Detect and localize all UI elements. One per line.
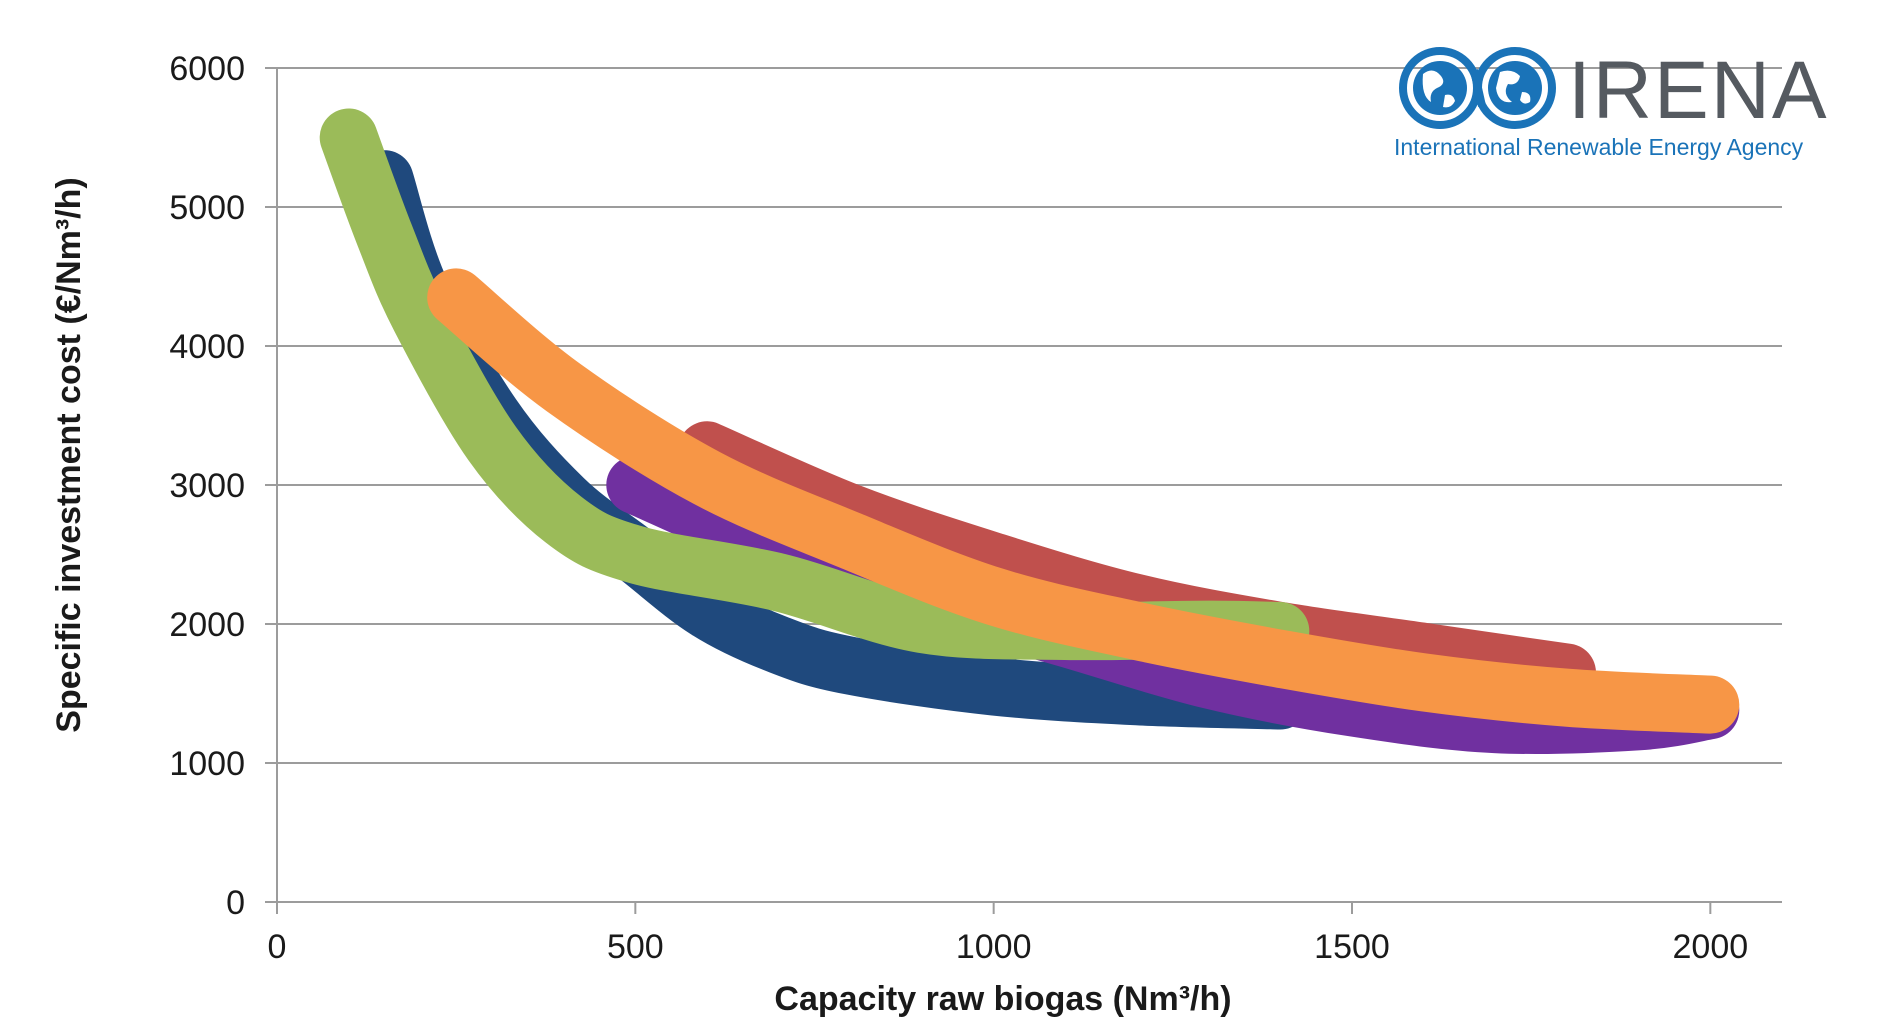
- logo-wordmark: IRENA: [1568, 45, 1829, 136]
- x-tick-labels: 0 500 1000 1500 2000: [268, 928, 1749, 966]
- series-layer: [319, 108, 1740, 754]
- x-tick-label-1000: 1000: [956, 928, 1032, 966]
- globe-infinity-icon: [1399, 47, 1556, 129]
- logo-tagline: International Renewable Energy Agency: [1394, 134, 1804, 160]
- y-tick-label-2000: 2000: [169, 606, 245, 644]
- axes: [265, 67, 1782, 914]
- series-line-5: [427, 268, 1740, 734]
- y-tick-label-4000: 4000: [169, 328, 245, 366]
- y-tick-label-5000: 5000: [169, 189, 245, 227]
- y-tick-label-1000: 1000: [169, 745, 245, 783]
- x-tick-label-2000: 2000: [1673, 928, 1749, 966]
- y-tick-labels: 0 1000 2000 3000 4000 5000 6000: [169, 50, 245, 922]
- y-tick-label-6000: 6000: [169, 50, 245, 88]
- x-tick-label-500: 500: [607, 928, 664, 966]
- x-tick-label-1500: 1500: [1314, 928, 1390, 966]
- x-tick-label-0: 0: [268, 928, 287, 966]
- x-axis-title: Capacity raw biogas (Nm³/h): [774, 980, 1231, 1018]
- y-axis-title: Specific investment cost (€/Nm³/h): [50, 177, 88, 732]
- irena-logo: IRENA International Renewable Energy Age…: [1394, 45, 1829, 160]
- y-tick-label-3000: 3000: [169, 467, 245, 505]
- y-tick-label-0: 0: [226, 884, 245, 922]
